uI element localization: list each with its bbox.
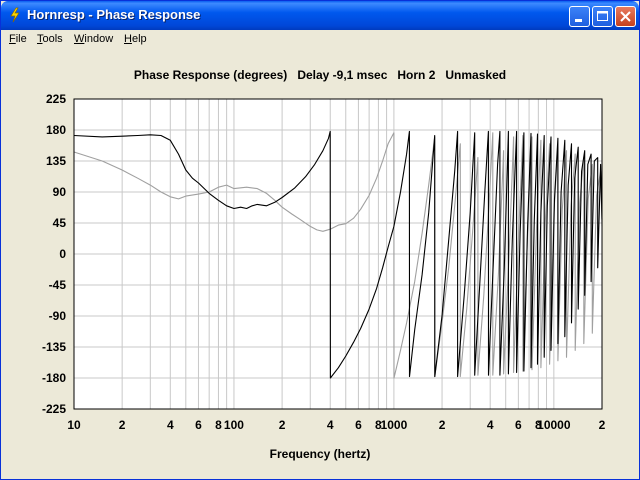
y-tick-label: 225 — [46, 92, 66, 106]
phase-trace-gray — [73, 132, 603, 379]
phase-trace-black — [73, 130, 603, 379]
mask-status: Unmasked — [445, 68, 507, 82]
x-tick-label: 8 — [215, 418, 222, 432]
x-axis-title: Frequency (hertz) — [269, 447, 371, 461]
menu-help[interactable]: Help — [124, 33, 147, 45]
x-tick-label: 4 — [487, 418, 494, 432]
x-tick-label: 1000 — [381, 418, 408, 432]
x-tick-label: 8 — [535, 418, 542, 432]
y-tick-label: 45 — [53, 216, 67, 230]
maximize-button[interactable] — [592, 6, 613, 27]
y-tick-label: -45 — [49, 278, 67, 292]
x-tick-label: 6 — [355, 418, 362, 432]
menu-bar: File Tools Window Help — [1, 30, 639, 50]
close-icon — [620, 11, 631, 22]
lightning-icon — [7, 7, 23, 23]
maximize-icon — [597, 11, 608, 21]
y-tick-label: 135 — [46, 154, 66, 168]
minimize-icon — [575, 19, 582, 22]
x-tick-label: 2 — [279, 418, 286, 432]
chart-header: Phase Response (degrees) Delay -9,1 msec H… — [4, 68, 636, 82]
delay-readout: Delay -9,1 msec — [297, 68, 388, 82]
y-tick-label: -90 — [49, 309, 67, 323]
menu-window[interactable]: Window — [74, 33, 114, 45]
chart-area: Phase Response (degrees) Delay -9,1 msec H… — [4, 50, 636, 477]
window-title: Hornresp - Phase Response — [27, 7, 201, 22]
x-tick-label: 2 — [599, 418, 606, 432]
x-tick-label: 8 — [375, 418, 382, 432]
horn-label: Horn 2 — [397, 68, 436, 82]
menu-tools[interactable]: Tools — [37, 33, 63, 45]
y-tick-label: 180 — [46, 123, 66, 137]
y-tick-label: 0 — [59, 247, 66, 261]
x-tick-label: 2 — [119, 418, 126, 432]
x-tick-label: 6 — [195, 418, 202, 432]
minimize-button[interactable] — [569, 6, 590, 27]
title-bar[interactable]: Hornresp - Phase Response — [1, 1, 639, 30]
menu-file[interactable]: File — [9, 33, 27, 45]
y-tick-label: -225 — [42, 402, 66, 416]
y-tick-label: -135 — [42, 340, 66, 354]
x-tick-label: 10000 — [537, 418, 571, 432]
y-tick-label: 90 — [53, 185, 67, 199]
x-tick-label: 4 — [167, 418, 174, 432]
plot-frame — [73, 98, 603, 410]
x-tick-label: 10 — [67, 418, 81, 432]
close-button[interactable] — [615, 6, 636, 27]
x-tick-label: 100 — [224, 418, 244, 432]
x-tick-label: 4 — [327, 418, 334, 432]
chart-title: Phase Response (degrees) — [133, 68, 288, 82]
y-tick-label: -180 — [42, 371, 66, 385]
x-tick-label: 6 — [515, 418, 522, 432]
x-tick-label: 2 — [439, 418, 446, 432]
